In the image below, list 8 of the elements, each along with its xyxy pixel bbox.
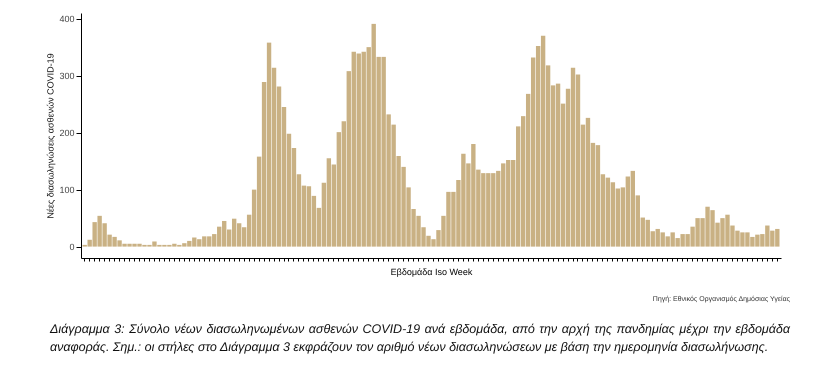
y-tick-label: 100 — [59, 185, 74, 196]
y-tick-label: 200 — [59, 128, 74, 138]
y-axis-title: Νέες διασωληνώσεις ασθενών COVID-19 — [45, 53, 56, 219]
text: Διάγραμμα 3: Σύνολο νέων διασωληνωμένων ασθενών COVID-19 ανά εβδομάδα, από την αρχή της πανδημίας μέχρι την εβδομάδα αναφοράς. Σημ.: οι στήλες στο Διάγραμμα 3 εκφράζουν τον αριθμό νέων διασωληνώσεων με βάση την ημερομηνία διασωλήνωσης. — [50, 321, 790, 356]
x-axis-title: Εβδομάδα Iso Week — [390, 267, 473, 277]
y-tick-label: 300 — [59, 71, 74, 82]
y-tick-label: 400 — [59, 14, 74, 24]
y-tick-label: 0 — [69, 242, 74, 252]
